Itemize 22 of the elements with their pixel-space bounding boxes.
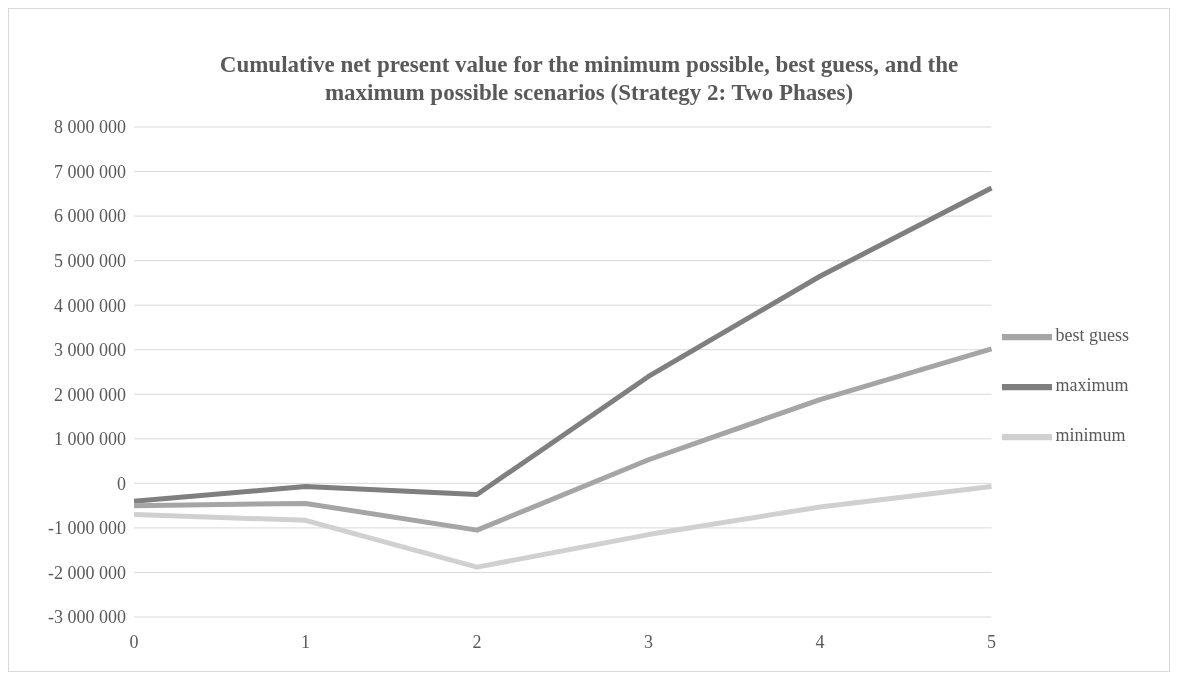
y-tick-label: 4 000 000 (54, 295, 126, 316)
y-tick-label: 8 000 000 (54, 117, 126, 138)
chart-title: Cumulative net present value for the minimum possible, best guess, and the maximum possible scenarios (Strategy 2: Two Phases) (218, 51, 960, 107)
y-tick-label: 0 (117, 473, 126, 494)
legend-label: minimum (1055, 425, 1126, 446)
legend-label: best guess (1055, 325, 1129, 346)
x-tick-label: 2 (472, 631, 482, 652)
y-tick-label: 5 000 000 (54, 251, 126, 272)
y-tick-label: -3 000 000 (48, 607, 126, 628)
y-tick-label: 1 000 000 (54, 429, 126, 450)
y-tick-label: 6 000 000 (54, 206, 126, 227)
x-tick-label: 0 (129, 631, 139, 652)
legend-label: maximum (1055, 375, 1129, 396)
y-tick-label: 7 000 000 (54, 161, 126, 182)
y-tick-label: -1 000 000 (48, 518, 126, 539)
y-tick-label: -2 000 000 (48, 562, 126, 583)
y-tick-label: 3 000 000 (54, 340, 126, 361)
x-tick-label: 4 (815, 631, 825, 652)
x-tick-label: 3 (644, 631, 653, 652)
x-tick-label: 5 (987, 631, 996, 652)
y-tick-label: 2 000 000 (54, 384, 126, 405)
x-tick-label: 1 (301, 631, 310, 652)
